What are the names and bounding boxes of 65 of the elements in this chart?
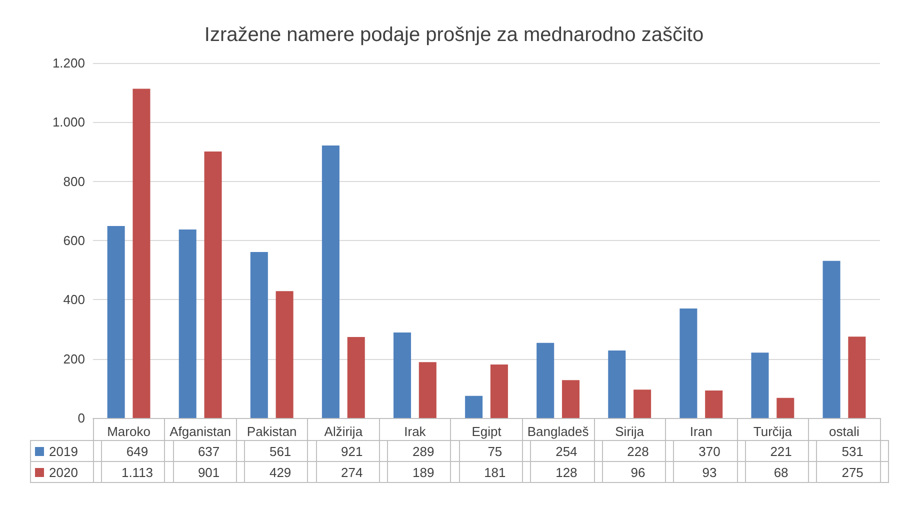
data-label: 901 [173,462,245,482]
bar [132,88,150,418]
bar [822,260,840,418]
data-label: 189 [388,462,460,482]
data-label: 921 [316,440,388,462]
x-tick-label: Alžirija [324,424,364,439]
data-label: 128 [530,462,602,482]
y-tick-label: 400 [63,292,85,308]
data-label: 561 [244,440,316,462]
x-tick-label: Pakistan [246,424,297,439]
y-tick-label: 800 [63,174,85,189]
x-tick-label: Irak [404,424,426,439]
x-tick-label: Turčija [753,424,793,439]
bar [562,380,580,418]
data-label: 649 [102,440,174,462]
bar [465,396,483,418]
bar [322,146,340,418]
data-label: 75 [459,440,531,462]
data-label: 228 [602,440,674,462]
data-label: 1.113 [102,462,174,482]
x-tick-label: ostali [829,424,860,439]
bar [848,336,866,418]
legend-label: 2019 [30,440,102,462]
data-label: 181 [459,462,531,482]
bar [776,398,794,418]
x-tick-label: Sirija [615,424,645,439]
bar [347,336,365,418]
bar [107,226,125,418]
data-label: 274 [316,462,388,482]
data-label: 96 [602,462,674,482]
data-label: 221 [745,440,817,462]
data-label: 254 [530,440,602,462]
data-label: 531 [816,440,888,462]
bar [418,362,436,418]
bar [608,350,626,418]
bar [536,342,554,418]
data-label: 429 [244,462,316,482]
x-tick-label: Egipt [472,424,502,439]
y-tick-label: 1.200 [52,56,85,70]
data-label: 275 [816,462,888,482]
data-label: 93 [674,462,746,482]
data-label: 68 [745,462,817,482]
bar [178,230,196,418]
bar [276,291,294,418]
y-tick-label: 0 [78,410,85,426]
bar [490,364,508,418]
data-label: 637 [173,440,245,462]
legend-label: 2020 [30,462,102,482]
x-tick-label: Bangladeš [527,424,590,439]
bar [204,151,222,418]
bar [705,390,723,418]
x-tick-label: Maroko [107,424,150,439]
y-tick-label: 600 [63,233,85,248]
data-label: 289 [388,440,460,462]
y-tick-label: 200 [63,351,85,366]
y-tick-label: 1.000 [52,114,85,130]
bar [634,390,652,418]
data-label: 370 [674,440,746,462]
x-tick-label: Afganistan [170,424,232,439]
chart-title: Izražene namere podaje prošnje za mednarodno zaščito [204,24,704,46]
bar [751,352,769,418]
bar [680,308,698,418]
bar [393,332,412,418]
bar [250,252,268,418]
x-tick-label: Iran [690,424,712,439]
